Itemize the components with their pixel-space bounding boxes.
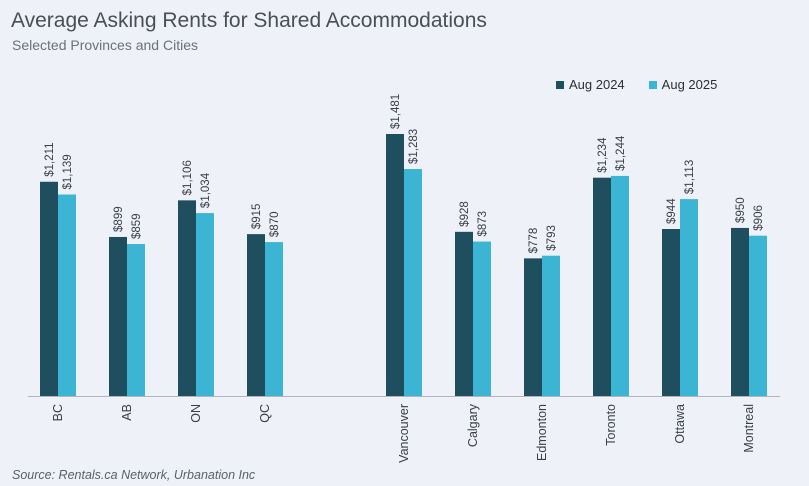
category-label-montreal: Montreal: [742, 404, 756, 453]
bar-bc-aug-2024: [40, 181, 58, 396]
category-label-qc: QC: [258, 404, 272, 423]
legend-label-aug-2025: Aug 2025: [661, 77, 718, 92]
bar-vancouver-aug-2025: [404, 169, 422, 396]
category-label-vancouver: Vancouver: [397, 404, 411, 463]
value-label-on-aug-2025: $1,034: [200, 172, 212, 208]
value-label-calgary-aug-2024: $928: [459, 201, 471, 227]
value-label-toronto-aug-2024: $1,234: [597, 137, 609, 173]
bar-on-aug-2024: [178, 200, 196, 396]
value-label-vancouver-aug-2024: $1,481: [390, 94, 402, 129]
category-label-edmonton: Edmonton: [535, 404, 549, 461]
category-label-calgary: Calgary: [466, 403, 480, 447]
category-label-ottawa: Ottawa: [673, 404, 687, 444]
category-label-ab: AB: [120, 404, 134, 421]
value-label-ottawa-aug-2025: $1,113: [684, 160, 696, 194]
value-label-ab-aug-2025: $859: [131, 213, 143, 239]
bar-ab-aug-2024: [109, 236, 127, 396]
value-label-montreal-aug-2024: $950: [735, 197, 747, 223]
value-label-on-aug-2024: $1,106: [182, 160, 194, 195]
category-label-bc: BC: [51, 404, 65, 421]
bar-qc-aug-2024: [247, 234, 265, 396]
value-label-edmonton-aug-2024: $778: [528, 228, 540, 254]
bar-calgary-aug-2024: [455, 231, 473, 396]
legend-swatch-aug-2025: [648, 80, 657, 89]
bar-ottawa-aug-2025: [680, 199, 698, 396]
bar-montreal-aug-2024: [731, 227, 749, 396]
bar-toronto-aug-2024: [593, 177, 611, 396]
bar-qc-aug-2025: [265, 242, 283, 396]
bar-ottawa-aug-2024: [662, 228, 680, 396]
category-label-toronto: Toronto: [604, 404, 618, 446]
value-label-montreal-aug-2025: $906: [753, 205, 765, 231]
bar-edmonton-aug-2025: [542, 255, 560, 396]
value-label-calgary-aug-2025: $873: [477, 211, 489, 237]
value-label-ab-aug-2024: $899: [113, 206, 125, 232]
bar-edmonton-aug-2024: [524, 258, 542, 396]
value-label-toronto-aug-2025: $1,244: [615, 135, 627, 171]
value-label-bc-aug-2024: $1,211: [44, 142, 56, 176]
bar-vancouver-aug-2024: [386, 134, 404, 396]
bar-toronto-aug-2025: [611, 175, 629, 396]
value-label-vancouver-aug-2025: $1,283: [408, 129, 420, 164]
legend: Aug 2024 Aug 2025: [556, 77, 717, 92]
value-label-ottawa-aug-2024: $944: [666, 198, 678, 224]
chart-subtitle: Selected Provinces and Cities: [12, 37, 198, 53]
bar-ab-aug-2025: [127, 244, 145, 396]
bar-montreal-aug-2025: [749, 235, 767, 396]
value-label-bc-aug-2025: $1,139: [62, 154, 74, 189]
bar-on-aug-2025: [196, 213, 214, 396]
value-label-qc-aug-2025: $870: [269, 211, 281, 237]
bar-calgary-aug-2025: [473, 241, 491, 396]
legend-item-aug-2024: Aug 2024: [556, 77, 625, 92]
value-label-qc-aug-2024: $915: [251, 204, 263, 230]
legend-label-aug-2024: Aug 2024: [569, 77, 625, 92]
category-label-on: ON: [189, 404, 203, 423]
value-label-edmonton-aug-2025: $793: [546, 225, 558, 251]
legend-swatch-aug-2024: [556, 80, 564, 89]
bar-bc-aug-2025: [58, 194, 76, 396]
chart-title: Average Asking Rents for Shared Accommod…: [11, 9, 487, 32]
legend-item-aug-2025: Aug 2025: [648, 77, 718, 92]
source-note: Source: Rentals.ca Network, Urbanation I…: [12, 468, 256, 482]
